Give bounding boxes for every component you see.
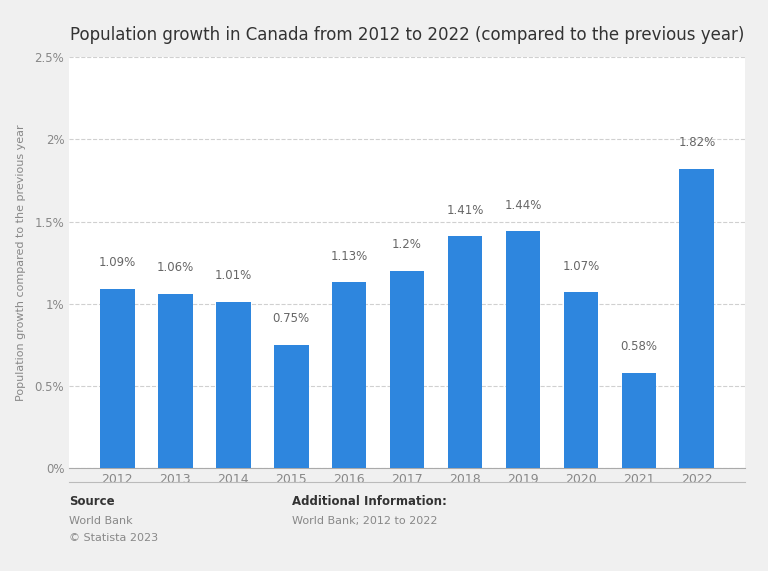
Text: Additional Information:: Additional Information:	[292, 495, 447, 508]
Text: 1.2%: 1.2%	[392, 238, 422, 251]
Text: 0.58%: 0.58%	[621, 340, 657, 353]
Text: World Bank; 2012 to 2022: World Bank; 2012 to 2022	[292, 516, 437, 526]
Bar	[448, 236, 482, 468]
Text: 1.13%: 1.13%	[330, 250, 368, 263]
Text: 1.41%: 1.41%	[446, 204, 484, 216]
Text: 0.75%: 0.75%	[273, 312, 310, 325]
Bar	[273, 345, 309, 468]
Text: 1.01%: 1.01%	[214, 270, 252, 283]
Bar	[100, 289, 134, 468]
Text: World Bank: World Bank	[69, 516, 133, 526]
Text: Source: Source	[69, 495, 114, 508]
Text: 1.06%: 1.06%	[157, 261, 194, 274]
Text: 1.09%: 1.09%	[98, 256, 136, 270]
Text: 1.82%: 1.82%	[678, 136, 716, 149]
Bar	[680, 169, 714, 468]
Bar	[157, 294, 193, 468]
Bar	[216, 302, 250, 468]
Text: © Statista 2023: © Statista 2023	[69, 533, 158, 544]
Text: 1.07%: 1.07%	[562, 260, 600, 272]
Bar	[389, 271, 425, 468]
Bar	[332, 283, 366, 468]
Bar	[564, 292, 598, 468]
Title: Population growth in Canada from 2012 to 2022 (compared to the previous year): Population growth in Canada from 2012 to…	[70, 26, 744, 45]
Bar	[505, 231, 541, 468]
Text: 1.44%: 1.44%	[505, 199, 541, 212]
Y-axis label: Population growth compared to the previous year: Population growth compared to the previo…	[16, 124, 26, 401]
Bar	[621, 373, 657, 468]
